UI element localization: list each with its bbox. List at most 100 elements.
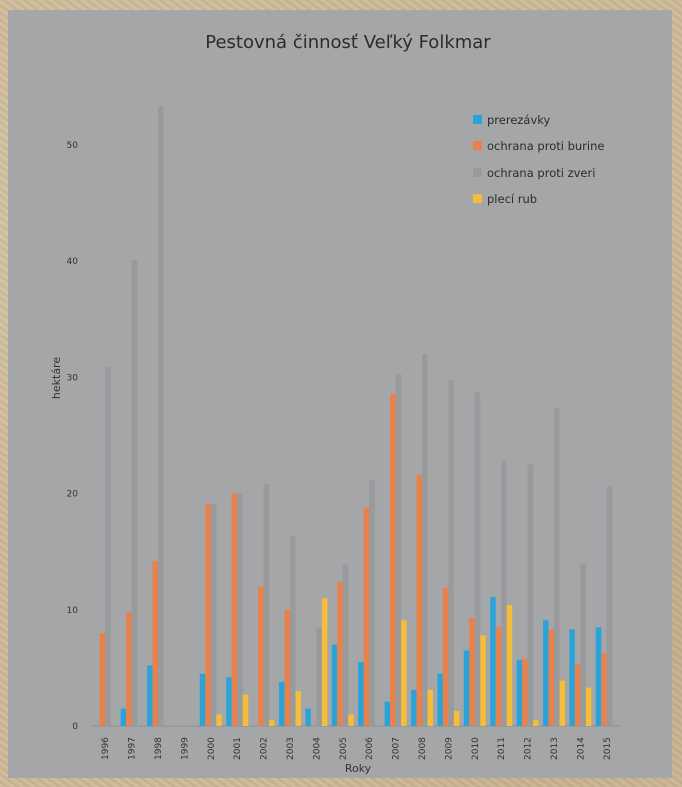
x-tick-label: 2013	[550, 737, 560, 760]
legend-swatch-plec	[473, 194, 482, 203]
bar-plec	[216, 714, 222, 726]
bar-zver	[237, 493, 243, 726]
bar-burina	[99, 633, 106, 726]
legend-label-plec: plecí rub	[487, 192, 537, 206]
bar-zver	[422, 354, 428, 726]
bar-zver	[290, 536, 296, 726]
x-tick-label: 2003	[286, 737, 296, 760]
bar-plec	[585, 687, 592, 726]
y-tick-label: 0	[72, 722, 78, 732]
bar-prerezavky	[279, 681, 285, 726]
bar-zver	[527, 464, 534, 726]
bar-zver	[263, 484, 270, 726]
x-tick-label: 2006	[365, 737, 375, 760]
x-tick-label: 2002	[260, 737, 270, 760]
bar-prerezavky	[463, 650, 470, 726]
x-tick-label: 2009	[444, 737, 454, 760]
bar-prerezavky	[199, 673, 206, 726]
bar-prerezavky	[543, 620, 549, 726]
y-tick-label: 10	[67, 606, 79, 616]
bar-burina	[126, 612, 132, 726]
bar-chart: Pestovná činnosť Veľký Folkmar prerezávk…	[50, 32, 620, 775]
bar-burina	[495, 627, 502, 726]
legend-swatch-burina	[473, 141, 482, 150]
x-tick-label: 1997	[128, 737, 138, 760]
legend-label-burina: ochrana proti burine	[487, 139, 604, 153]
x-tick-label: 1998	[154, 737, 164, 760]
bar-plec	[559, 680, 565, 726]
bar-zver	[606, 486, 613, 726]
bar-plec	[480, 635, 486, 726]
bar-prerezavky	[226, 677, 232, 726]
bar-plec	[348, 714, 354, 726]
bar-zver	[554, 407, 560, 726]
bar-plec	[242, 694, 249, 726]
bar-burina	[522, 658, 528, 726]
bar-burina	[601, 652, 607, 726]
y-tick-label: 20	[67, 490, 79, 500]
bar-zver	[474, 392, 481, 726]
bar-zver	[448, 379, 454, 726]
x-axis-title: Roky	[345, 762, 372, 775]
bar-plec	[295, 691, 301, 726]
legend-swatch-zver	[473, 168, 482, 177]
bar-prerezavky	[516, 659, 523, 726]
bar-burina	[152, 560, 158, 726]
bar-zver	[316, 627, 322, 726]
x-tick-label: 2015	[603, 737, 613, 760]
bar-burina	[469, 617, 475, 726]
x-tick-label: 2007	[392, 737, 402, 760]
bar-zver	[501, 461, 507, 726]
y-tick-label: 30	[67, 373, 79, 383]
bar-plec	[401, 620, 407, 726]
legend: prerezávky ochrana proti burine ochrana …	[473, 113, 604, 206]
x-tick-label: 2010	[471, 737, 481, 760]
legend-label-prerezavky: prerezávky	[487, 113, 551, 127]
bar-zver	[158, 106, 164, 726]
bar-zver	[395, 373, 402, 726]
x-tick-label: 2004	[312, 737, 322, 760]
bar-prerezavky	[120, 708, 127, 726]
x-tick-label: 2012	[524, 737, 534, 760]
bar-zver	[131, 259, 138, 726]
x-tick-label: 2008	[418, 737, 428, 760]
legend-label-zver: ochrana proti zveri	[487, 166, 595, 180]
bar-burina	[363, 507, 370, 726]
bar-zver	[580, 563, 586, 726]
bar-plec	[506, 605, 513, 726]
bar-zver	[342, 564, 349, 726]
bar-prerezavky	[595, 627, 602, 726]
x-tick-label: 2011	[497, 737, 507, 760]
bar-plec	[533, 720, 539, 726]
y-tick-label: 40	[67, 257, 79, 267]
bar-prerezavky	[490, 596, 496, 726]
legend-swatch-prerezavky	[473, 115, 482, 124]
bar-prerezavky	[147, 665, 153, 726]
bar-burina	[416, 474, 422, 726]
x-tick-label: 1996	[101, 737, 111, 760]
bar-burina	[390, 393, 396, 726]
x-tick-label: 2000	[207, 737, 217, 760]
chart-panel: Pestovná činnosť Veľký Folkmar prerezávk…	[8, 10, 672, 778]
bar-plec	[427, 689, 433, 726]
bar-burina	[337, 581, 343, 726]
bar-prerezavky	[358, 662, 364, 726]
bar-prerezavky	[331, 644, 338, 726]
chart-title: Pestovná činnosť Veľký Folkmar	[205, 32, 491, 53]
x-tick-label: 2014	[576, 737, 586, 760]
bar-burina	[284, 609, 290, 726]
bar-prerezavky	[411, 689, 417, 726]
bar-zver	[210, 504, 217, 726]
x-tick-label: 1999	[180, 737, 190, 760]
bar-plec	[453, 710, 460, 726]
bar-burina	[258, 586, 264, 726]
y-axis-title: hektáre	[50, 357, 63, 399]
bar-burina	[548, 629, 554, 726]
x-tick-label: 2001	[233, 737, 243, 760]
bar-zver	[105, 366, 111, 726]
bar-plec	[269, 720, 275, 726]
bar-plec	[321, 598, 328, 726]
plot-area: 0 10 20 30 40 50 1996 1997 1998 1999 2000 2001 2002 2…	[67, 106, 620, 760]
bar-prerezavky	[569, 629, 575, 726]
bar-burina	[231, 493, 238, 726]
